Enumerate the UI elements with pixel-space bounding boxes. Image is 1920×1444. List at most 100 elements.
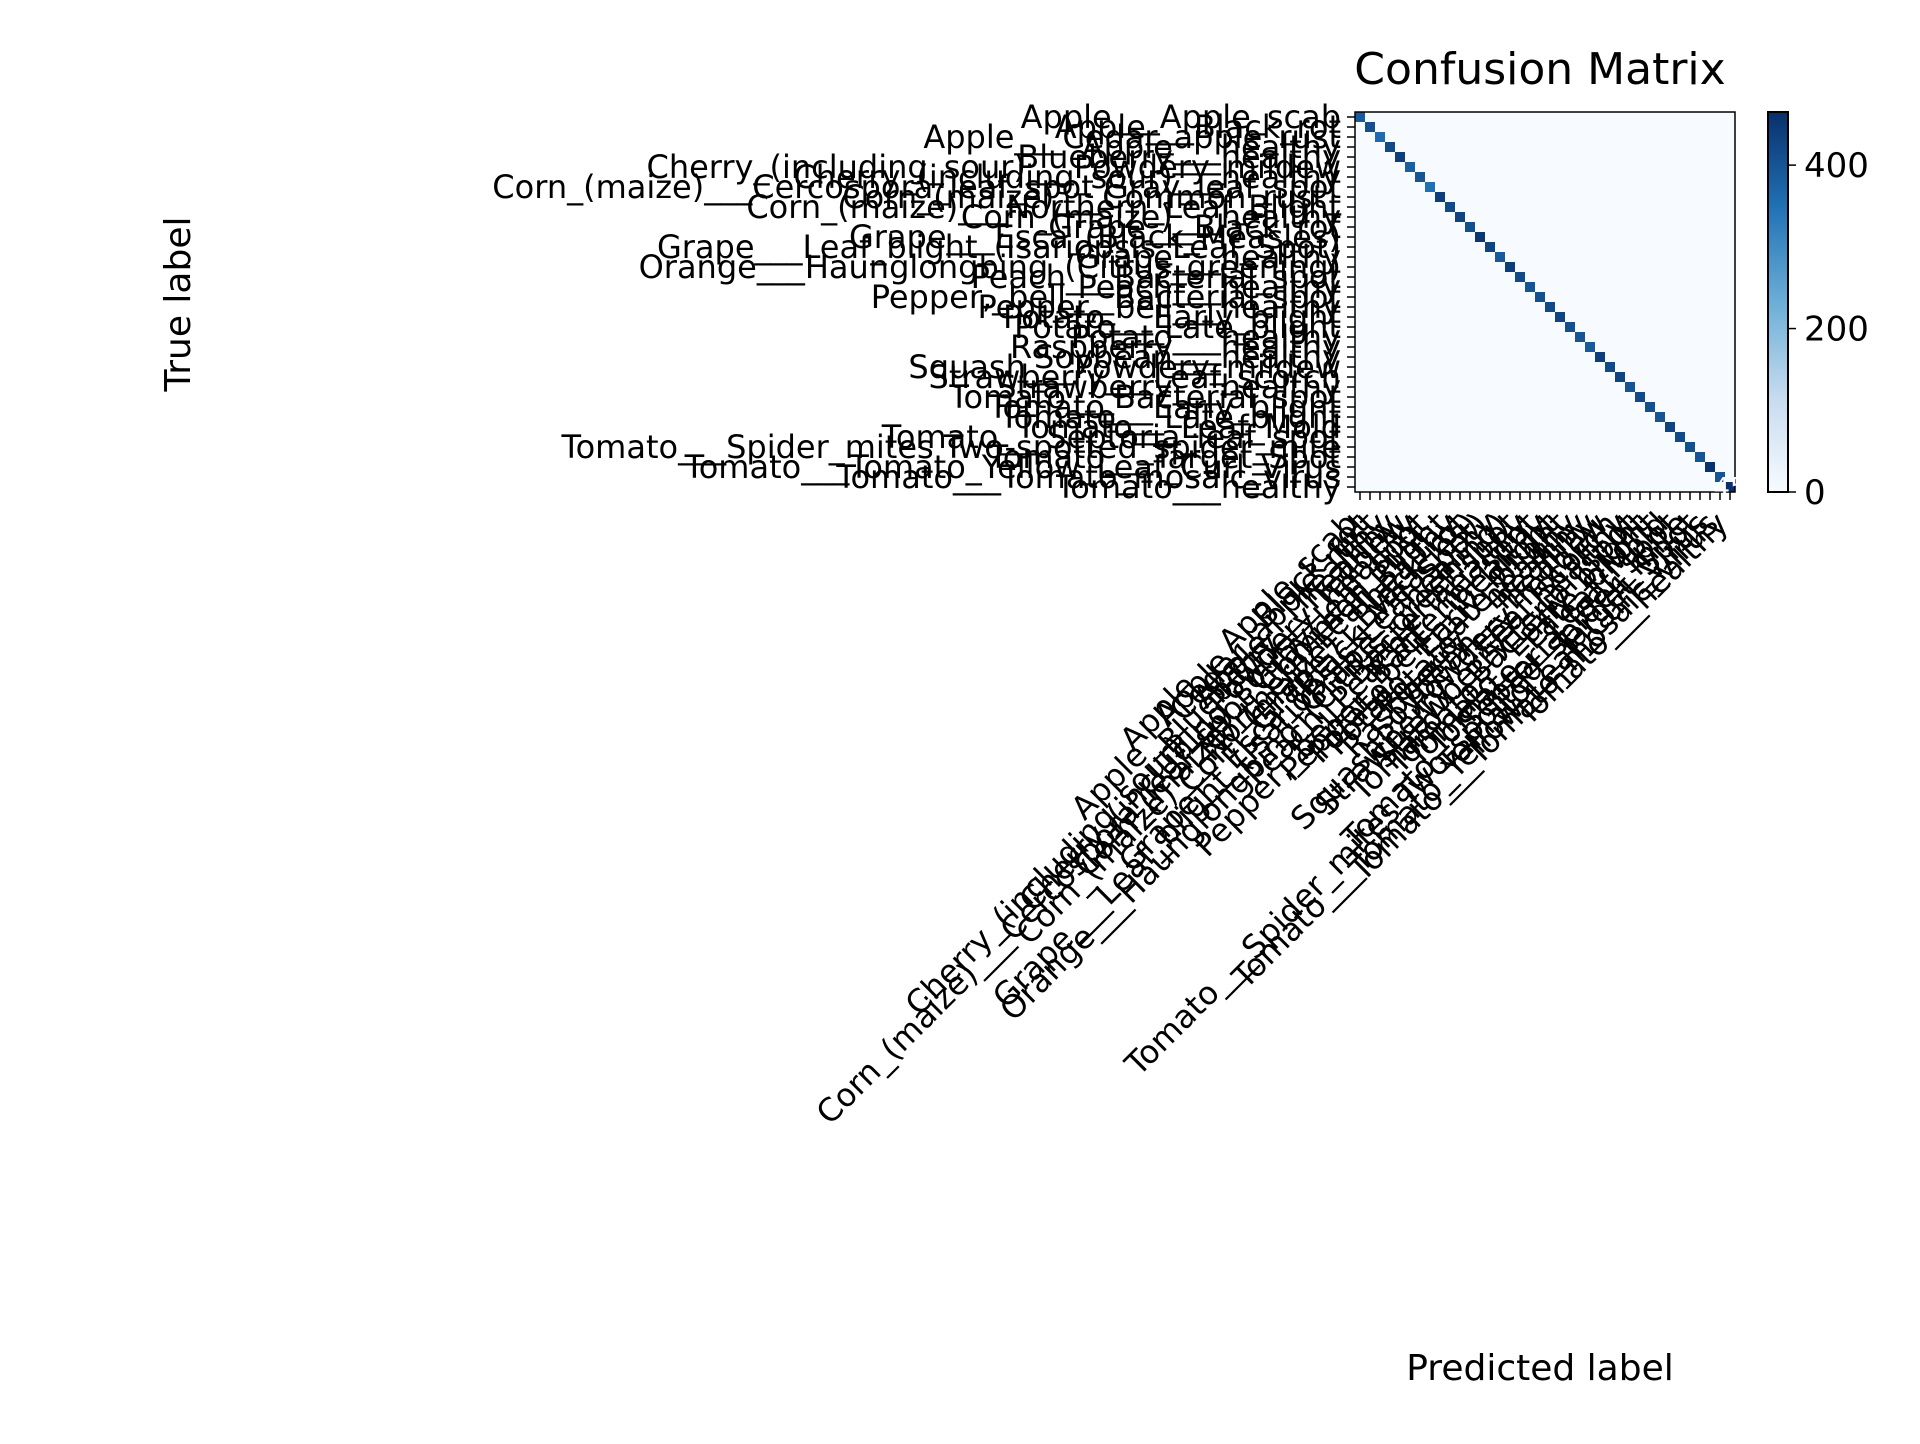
heatmap-cell <box>1475 422 1486 433</box>
heatmap-cell <box>1545 372 1556 383</box>
heatmap-cell <box>1595 372 1606 383</box>
heatmap-cell <box>1445 482 1456 493</box>
heatmap-cell <box>1645 272 1656 283</box>
heatmap-cell <box>1485 262 1496 273</box>
heatmap-cell <box>1605 302 1616 313</box>
heatmap-cell <box>1435 382 1446 393</box>
heatmap-cell <box>1695 352 1706 363</box>
heatmap-cell <box>1405 192 1416 203</box>
heatmap-cell <box>1595 482 1606 493</box>
heatmap-cell <box>1465 482 1476 493</box>
heatmap-cell <box>1395 332 1406 343</box>
heatmap-cell <box>1505 402 1516 413</box>
heatmap-cell <box>1495 372 1506 383</box>
heatmap-cell <box>1685 432 1696 443</box>
heatmap-cell <box>1675 132 1686 143</box>
y-tick-label: Grape___Esca_(Black_Measles) <box>849 218 1341 256</box>
heatmap-cell <box>1675 272 1686 283</box>
heatmap-cell <box>1685 422 1696 433</box>
heatmap-cell <box>1385 122 1396 133</box>
heatmap-cell <box>1705 432 1716 443</box>
heatmap-cell <box>1365 332 1376 343</box>
heatmap-cell <box>1685 222 1696 233</box>
heatmap-cell <box>1395 142 1406 153</box>
heatmap-cell <box>1435 162 1446 173</box>
heatmap-cell <box>1595 202 1606 213</box>
heatmap-cell <box>1555 332 1566 343</box>
heatmap-cell <box>1465 432 1476 443</box>
heatmap-cell <box>1665 452 1676 463</box>
heatmap-cell <box>1685 232 1696 243</box>
heatmap-cell <box>1375 332 1386 343</box>
heatmap-cell <box>1695 462 1706 473</box>
heatmap-cell <box>1685 352 1696 363</box>
heatmap-cell <box>1485 282 1496 293</box>
heatmap-cell <box>1435 212 1446 223</box>
heatmap-cell <box>1655 182 1666 193</box>
heatmap-cell <box>1525 402 1536 413</box>
heatmap-cell <box>1675 342 1686 353</box>
heatmap-cell <box>1605 252 1616 263</box>
heatmap-cell <box>1545 462 1556 473</box>
heatmap-cell <box>1695 442 1706 453</box>
heatmap-cell <box>1645 482 1656 493</box>
heatmap-cell <box>1495 222 1506 233</box>
heatmap-cell <box>1725 342 1736 353</box>
heatmap-cell <box>1675 312 1686 323</box>
heatmap-cell <box>1395 232 1406 243</box>
heatmap-cell <box>1485 332 1496 343</box>
heatmap-cell <box>1695 382 1706 393</box>
heatmap-cell <box>1655 432 1666 443</box>
heatmap-cell <box>1545 152 1556 163</box>
heatmap-cell <box>1645 422 1656 433</box>
heatmap-cell <box>1725 272 1736 283</box>
heatmap-cell <box>1535 402 1546 413</box>
heatmap-cell <box>1695 472 1706 483</box>
heatmap-cell <box>1365 282 1376 293</box>
heatmap-cell <box>1505 202 1516 213</box>
heatmap-cell <box>1595 152 1606 163</box>
heatmap-cell <box>1585 142 1596 153</box>
heatmap-cell <box>1545 252 1556 263</box>
heatmap-cell <box>1665 242 1676 253</box>
heatmap-cell <box>1435 322 1446 333</box>
heatmap-cell <box>1445 312 1456 323</box>
heatmap-cell <box>1385 272 1396 283</box>
heatmap-cell <box>1575 122 1586 133</box>
heatmap-cell <box>1695 292 1706 303</box>
heatmap-cell <box>1675 252 1686 263</box>
heatmap-cell <box>1495 462 1506 473</box>
heatmap-cell <box>1395 282 1406 293</box>
heatmap-cell <box>1625 252 1636 263</box>
heatmap-cell <box>1545 432 1556 443</box>
heatmap-cell <box>1675 452 1686 463</box>
heatmap-cell <box>1635 452 1646 463</box>
heatmap-cell <box>1615 362 1626 373</box>
heatmap-cell <box>1485 142 1496 153</box>
heatmap-cell <box>1385 242 1396 253</box>
heatmap-cell <box>1485 292 1496 303</box>
heatmap-cell <box>1365 242 1376 253</box>
heatmap-cell <box>1485 462 1496 473</box>
heatmap-cell <box>1535 442 1546 453</box>
heatmap-cell <box>1555 202 1566 213</box>
heatmap-cell <box>1555 372 1566 383</box>
heatmap-cell <box>1675 382 1686 393</box>
heatmap-cell <box>1565 442 1576 453</box>
heatmap-cell <box>1465 242 1476 253</box>
heatmap-cell <box>1385 432 1396 443</box>
heatmap-cell <box>1605 262 1616 273</box>
heatmap-cell <box>1695 372 1706 383</box>
x-axis-label: Predicted label <box>1406 1348 1674 1389</box>
heatmap-cell <box>1565 432 1576 443</box>
heatmap-cell <box>1475 322 1486 333</box>
heatmap-cell <box>1585 332 1596 343</box>
heatmap-cell <box>1375 432 1386 443</box>
heatmap-cell <box>1505 162 1516 173</box>
heatmap-cell <box>1625 212 1636 223</box>
heatmap-cell <box>1585 442 1596 453</box>
heatmap-cell <box>1645 222 1656 233</box>
heatmap-cell <box>1695 482 1706 493</box>
heatmap-cell <box>1645 402 1656 413</box>
heatmap-cell <box>1545 162 1556 173</box>
